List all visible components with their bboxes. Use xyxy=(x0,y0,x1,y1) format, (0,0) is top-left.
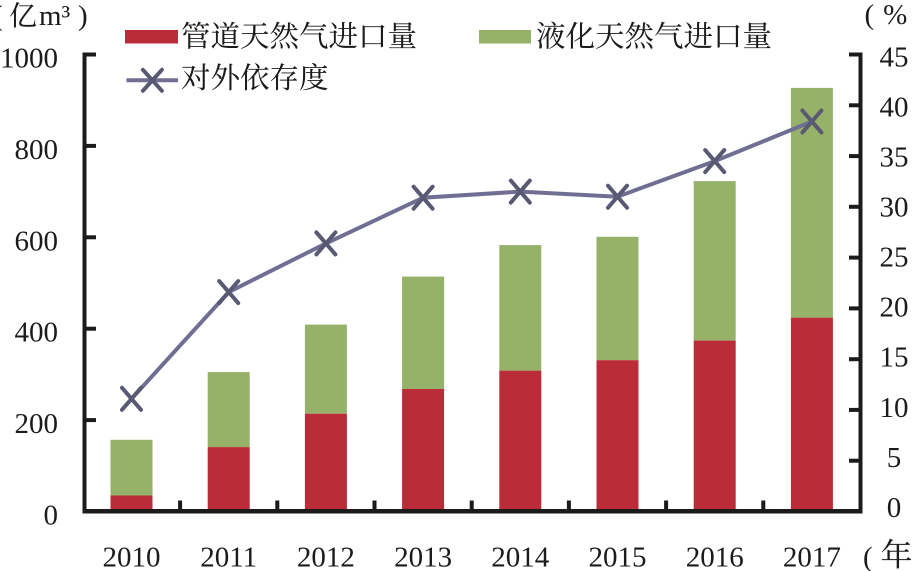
svg-text:2011: 2011 xyxy=(200,542,257,571)
svg-text:0: 0 xyxy=(887,492,902,524)
svg-text:(: ( xyxy=(0,0,3,32)
svg-text:2017: 2017 xyxy=(783,542,841,571)
svg-text:0: 0 xyxy=(44,500,59,532)
svg-text:400: 400 xyxy=(15,317,59,349)
svg-text:2014: 2014 xyxy=(491,542,550,571)
svg-text:30: 30 xyxy=(880,192,909,224)
svg-text:600: 600 xyxy=(15,225,59,257)
svg-text:15: 15 xyxy=(880,342,909,374)
svg-text:25: 25 xyxy=(880,242,909,274)
svg-text:2012: 2012 xyxy=(297,542,355,571)
svg-text:(: ( xyxy=(863,542,873,571)
svg-text:20: 20 xyxy=(880,292,909,324)
svg-text:800: 800 xyxy=(15,134,59,166)
svg-text:(%): (%) xyxy=(865,0,912,31)
svg-text:200: 200 xyxy=(15,408,59,440)
svg-text:2016: 2016 xyxy=(686,542,744,571)
svg-text:): ) xyxy=(78,0,88,32)
svg-text:5: 5 xyxy=(887,442,902,474)
svg-text:2010: 2010 xyxy=(103,542,161,571)
svg-text:2013: 2013 xyxy=(394,542,452,571)
svg-text:40: 40 xyxy=(880,91,909,123)
svg-text:m³: m³ xyxy=(39,0,71,32)
svg-text:10: 10 xyxy=(880,392,909,424)
svg-text:35: 35 xyxy=(880,141,909,173)
svg-text:2015: 2015 xyxy=(589,542,647,571)
svg-text:1000: 1000 xyxy=(0,43,58,75)
svg-text:45: 45 xyxy=(880,41,909,73)
